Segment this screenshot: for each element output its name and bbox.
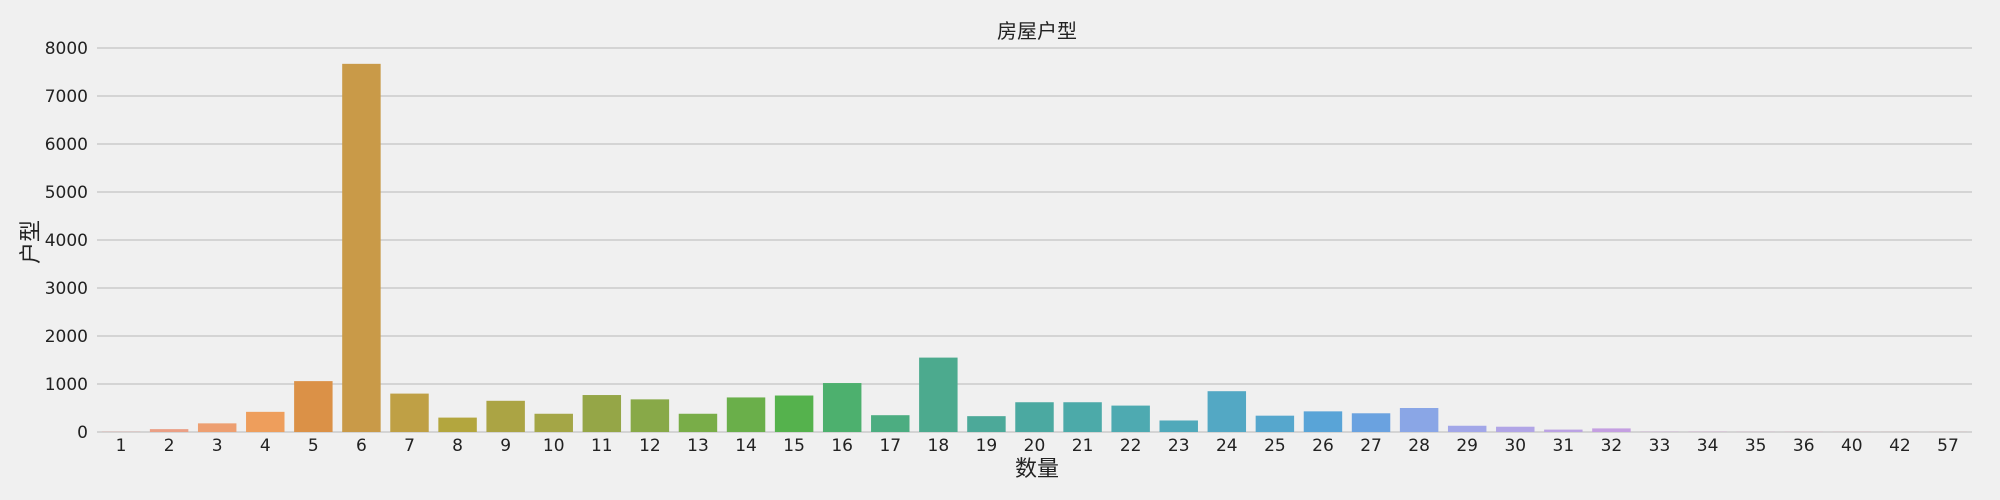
x-tick-label: 19 xyxy=(976,436,998,456)
bar-17 xyxy=(871,415,909,432)
x-tick-label: 9 xyxy=(500,436,511,456)
x-tick-label: 32 xyxy=(1601,436,1623,456)
x-tick-label: 7 xyxy=(404,436,415,456)
bar-2 xyxy=(150,429,188,432)
x-tick-label: 18 xyxy=(928,436,950,456)
x-tick-label: 35 xyxy=(1745,436,1767,456)
x-tick-label: 1 xyxy=(116,436,127,456)
x-tick-label: 27 xyxy=(1360,436,1382,456)
bar-22 xyxy=(1111,406,1149,432)
x-tick-label: 36 xyxy=(1793,436,1815,456)
x-tick-label: 2 xyxy=(164,436,175,456)
chart-title: 房屋户型 xyxy=(997,19,1077,43)
y-tick-label: 4000 xyxy=(45,231,88,251)
bar-18 xyxy=(919,358,957,432)
y-tick-labels: 0 1000 2000 3000 4000 5000 6000 7000 8000 xyxy=(45,39,88,443)
x-tick-label: 16 xyxy=(831,436,853,456)
bar-30 xyxy=(1496,427,1534,432)
y-axis-title: 户型 xyxy=(19,220,44,264)
bar-6 xyxy=(342,64,380,432)
x-tick-label: 23 xyxy=(1168,436,1190,456)
x-tick-label: 10 xyxy=(543,436,565,456)
x-tick-label: 25 xyxy=(1264,436,1286,456)
y-tick-label: 6000 xyxy=(45,135,88,155)
bar-11 xyxy=(583,395,621,432)
x-tick-label: 40 xyxy=(1841,436,1863,456)
bar-8 xyxy=(438,418,476,432)
x-tick-label: 30 xyxy=(1504,436,1526,456)
bar-31 xyxy=(1544,430,1582,432)
x-tick-label: 4 xyxy=(260,436,271,456)
y-tick-label: 2000 xyxy=(45,327,88,347)
bar-15 xyxy=(775,396,813,432)
bars xyxy=(102,64,1967,432)
x-tick-label: 24 xyxy=(1216,436,1238,456)
x-tick-label: 13 xyxy=(687,436,709,456)
x-tick-label: 3 xyxy=(212,436,223,456)
x-tick-label: 34 xyxy=(1697,436,1719,456)
x-tick-label: 17 xyxy=(879,436,901,456)
x-tick-label: 21 xyxy=(1072,436,1094,456)
bar-13 xyxy=(679,414,717,432)
bar-23 xyxy=(1160,420,1198,432)
bar-14 xyxy=(727,397,765,432)
bar-9 xyxy=(486,401,524,432)
x-tick-label: 11 xyxy=(591,436,613,456)
bar-5 xyxy=(294,381,332,432)
x-tick-label: 33 xyxy=(1649,436,1671,456)
bar-29 xyxy=(1448,426,1486,432)
bar-20 xyxy=(1015,402,1053,432)
x-tick-label: 57 xyxy=(1937,436,1959,456)
x-tick-label: 12 xyxy=(639,436,661,456)
x-axis-title: 数量 xyxy=(1015,457,1059,482)
y-tick-label: 7000 xyxy=(45,87,88,107)
x-tick-label: 6 xyxy=(356,436,367,456)
x-tick-label: 20 xyxy=(1024,436,1046,456)
x-tick-label: 22 xyxy=(1120,436,1142,456)
bar-19 xyxy=(967,416,1005,432)
x-tick-label: 29 xyxy=(1456,436,1478,456)
bar-32 xyxy=(1592,428,1630,432)
y-tick-label: 8000 xyxy=(45,39,88,59)
bar-3 xyxy=(198,423,236,432)
y-tick-label: 3000 xyxy=(45,279,88,299)
x-tick-label: 14 xyxy=(735,436,757,456)
y-tick-label: 1000 xyxy=(45,375,88,395)
y-tick-label: 0 xyxy=(77,423,88,443)
y-tick-label: 5000 xyxy=(45,183,88,203)
x-tick-label: 42 xyxy=(1889,436,1911,456)
x-tick-label: 28 xyxy=(1408,436,1430,456)
bar-24 xyxy=(1208,391,1246,432)
bar-26 xyxy=(1304,411,1342,432)
bar-21 xyxy=(1063,402,1101,432)
bar-28 xyxy=(1400,408,1438,432)
bar-7 xyxy=(390,394,428,432)
bar-10 xyxy=(535,414,573,432)
x-tick-label: 8 xyxy=(452,436,463,456)
bar-16 xyxy=(823,383,861,432)
x-tick-label: 5 xyxy=(308,436,319,456)
x-tick-labels: 1 2 3 4 5 6 7 8 9 10 11 12 13 14 15 16 17 18 19 20 21 22 23 24 2… xyxy=(116,436,1959,456)
bar-4 xyxy=(246,412,284,432)
x-tick-label: 15 xyxy=(783,436,805,456)
x-tick-label: 26 xyxy=(1312,436,1334,456)
bar-27 xyxy=(1352,413,1390,432)
x-tick-label: 31 xyxy=(1553,436,1575,456)
bar-25 xyxy=(1256,416,1294,432)
bar-12 xyxy=(631,399,669,432)
